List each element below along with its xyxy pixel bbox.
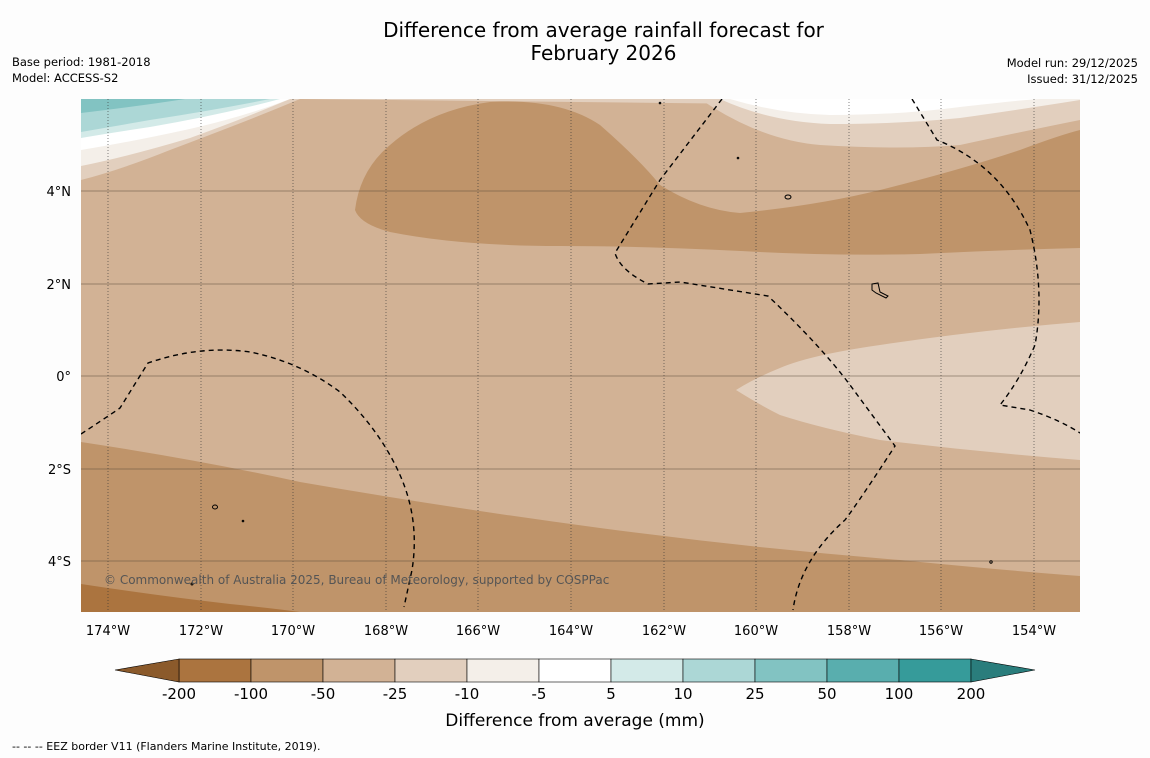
colorbar-label: -100 xyxy=(234,685,268,703)
fill-region-100-50-north xyxy=(355,101,1080,255)
meta-right: Model run: 29/12/2025 Issued: 31/12/2025 xyxy=(1007,55,1138,87)
title-line-1: Difference from average rainfall forecas… xyxy=(383,18,824,42)
colorbar-label: -10 xyxy=(455,685,480,703)
x-tick: 164°W xyxy=(549,624,593,639)
island-south-west xyxy=(212,504,218,510)
colorbar-segment xyxy=(394,658,468,683)
colorbar-segment xyxy=(610,658,684,683)
base-period: Base period: 1981-2018 xyxy=(12,55,151,69)
colorbar-segment xyxy=(826,658,900,683)
y-tick: 4°S xyxy=(48,555,71,570)
colorbar-over-arrow xyxy=(970,658,1036,683)
x-tick: 158°W xyxy=(827,624,871,639)
map-title: Difference from average rainfall forecas… xyxy=(300,19,907,65)
eez-border-central xyxy=(614,99,896,611)
y-tick: 4°N xyxy=(47,185,72,200)
model-name: Model: ACCESS-S2 xyxy=(12,71,119,85)
colorbar: -200 -100 -50 -25 -10 -5 5 10 25 50 100 200 Differe… xyxy=(114,658,1036,731)
colorbar-under-arrow xyxy=(114,658,180,683)
colorbar-segment xyxy=(322,658,396,683)
islet-3 xyxy=(736,156,740,160)
colorbar-segment xyxy=(178,658,252,683)
fill-region-25-10-east xyxy=(736,322,1080,460)
colorbar-segment xyxy=(898,658,972,683)
y-tick: 2°S xyxy=(48,463,71,478)
colorbar-segment xyxy=(538,658,612,683)
colorbar-label: -25 xyxy=(383,685,408,703)
model-run: Model run: 29/12/2025 xyxy=(1006,56,1138,70)
fill-region-25-50-top xyxy=(81,99,185,113)
x-tick: 172°W xyxy=(179,624,223,639)
colorbar-label: 10 xyxy=(673,685,692,703)
x-tick: 166°W xyxy=(456,624,500,639)
colorbar-label: 5 xyxy=(606,685,616,703)
islet-5 xyxy=(190,582,194,586)
x-tick: 154°W xyxy=(1012,624,1056,639)
islet-4 xyxy=(989,560,993,564)
eez-border-west xyxy=(81,349,415,608)
map-plot-area: © Commonwealth of Australia 2025, Bureau… xyxy=(81,99,1080,612)
x-tick: 170°W xyxy=(271,624,315,639)
colorbar-segment xyxy=(466,658,540,683)
island-kiritimati xyxy=(871,282,889,299)
eez-footnote: -- -- -- EEZ border V11 (Flanders Marine… xyxy=(12,740,321,753)
colorbar-label: 50 xyxy=(817,685,836,703)
colorbar-labels: -200 -100 -50 -25 -10 -5 5 10 25 50 100 200 xyxy=(162,685,985,703)
colorbar-label: 100 xyxy=(885,685,914,703)
eez-border-east xyxy=(911,99,1080,434)
y-tick: 2°N xyxy=(47,278,72,293)
x-tick: 168°W xyxy=(364,624,408,639)
colorbar-title: Difference from average (mm) xyxy=(445,711,704,731)
fill-region-10-25-top xyxy=(81,99,270,132)
colorbar-label: 200 xyxy=(957,685,986,703)
x-tick: 160°W xyxy=(734,624,778,639)
latitude-gridlines xyxy=(81,190,1080,562)
fill-region-5-5-topright xyxy=(730,99,1040,115)
issued-date: Issued: 31/12/2025 xyxy=(1027,72,1138,86)
colorbar-label: -50 xyxy=(311,685,336,703)
colorbar-segment xyxy=(682,658,756,683)
islands xyxy=(190,101,993,586)
fill-region-100-50-south xyxy=(81,442,1080,612)
islet-2 xyxy=(658,101,662,105)
colorbar-label: -5 xyxy=(532,685,547,703)
x-axis-ticks: 174°W 172°W 170°W 168°W 166°W 164°W 162°… xyxy=(86,624,1056,639)
x-tick: 156°W xyxy=(919,624,963,639)
fill-region-200-100-south xyxy=(81,584,300,612)
colorbar-segment xyxy=(250,658,324,683)
x-tick: 162°W xyxy=(642,624,686,639)
x-tick: 174°W xyxy=(86,624,130,639)
colorbar-label: 25 xyxy=(745,685,764,703)
eez-borders xyxy=(81,99,1080,611)
meta-left: Base period: 1981-2018 Model: ACCESS-S2 xyxy=(12,54,151,86)
copyright-notice: © Commonwealth of Australia 2025, Bureau… xyxy=(104,573,609,587)
island-north xyxy=(784,194,792,200)
colorbar-segment xyxy=(754,658,828,683)
y-axis-ticks: 4°N 2°N 0° 2°S 4°S xyxy=(47,185,72,570)
colorbar-segments xyxy=(178,658,972,683)
y-tick: 0° xyxy=(56,370,71,385)
islet-1 xyxy=(241,519,245,523)
title-line-2: February 2026 xyxy=(530,41,677,65)
colorbar-label: -200 xyxy=(162,685,196,703)
